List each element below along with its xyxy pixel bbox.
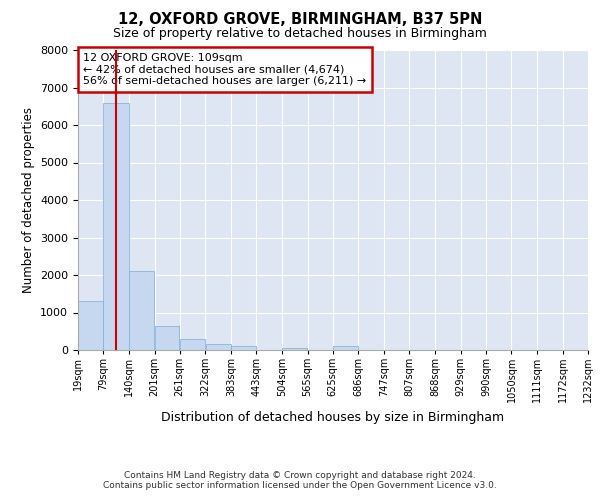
- Text: Contains HM Land Registry data © Crown copyright and database right 2024.: Contains HM Land Registry data © Crown c…: [124, 471, 476, 480]
- Bar: [180, 339, 205, 350]
- X-axis label: Distribution of detached houses by size in Birmingham: Distribution of detached houses by size …: [161, 411, 505, 424]
- Text: 12, OXFORD GROVE, BIRMINGHAM, B37 5PN: 12, OXFORD GROVE, BIRMINGHAM, B37 5PN: [118, 12, 482, 28]
- Y-axis label: Number of detached properties: Number of detached properties: [22, 107, 35, 293]
- Text: Size of property relative to detached houses in Birmingham: Size of property relative to detached ho…: [113, 28, 487, 40]
- Bar: [103, 102, 128, 350]
- Bar: [333, 346, 358, 350]
- Bar: [282, 348, 307, 350]
- Bar: [155, 326, 179, 350]
- Bar: [129, 271, 154, 350]
- Text: Contains public sector information licensed under the Open Government Licence v3: Contains public sector information licen…: [103, 481, 497, 490]
- Bar: [231, 346, 256, 350]
- Bar: [206, 344, 231, 350]
- Text: 12 OXFORD GROVE: 109sqm
← 42% of detached houses are smaller (4,674)
56% of semi: 12 OXFORD GROVE: 109sqm ← 42% of detache…: [83, 53, 367, 86]
- Bar: [78, 301, 103, 350]
